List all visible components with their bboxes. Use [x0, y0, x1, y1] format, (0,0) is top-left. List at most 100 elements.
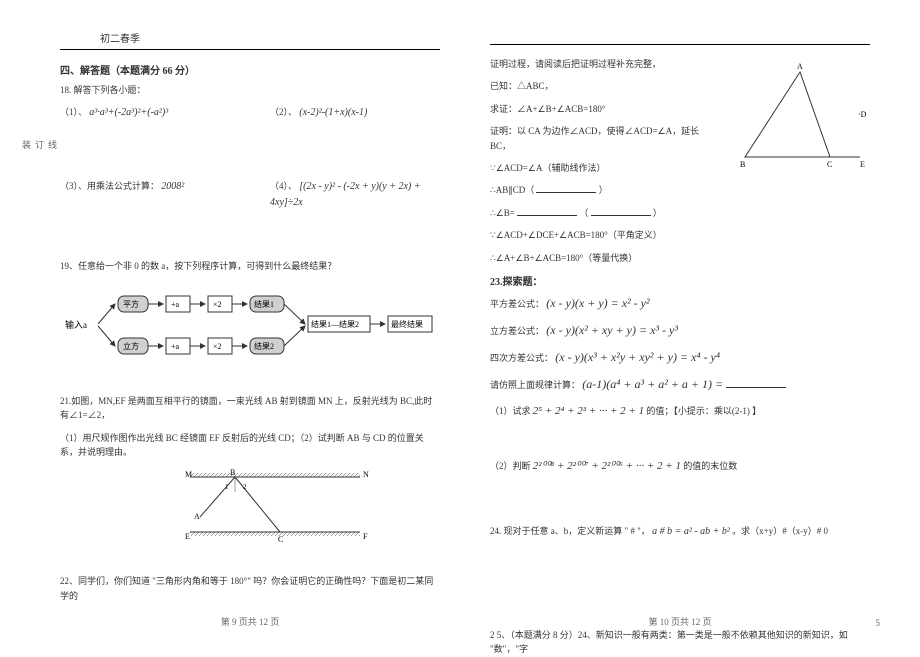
q18-intro: 18. 解答下列各小题：	[60, 83, 440, 97]
q23-sub2-b: 的值的末位数	[683, 461, 737, 471]
q18-1-expr: a³·a³+(-2a³)²+(-a²)³	[89, 107, 168, 118]
mirror-B: B	[230, 468, 235, 477]
proof-p6: ∴∠A+∠B+∠ACB=180°（等量代换）	[490, 251, 720, 265]
q19: 19、任意给一个非 0 的数 a，按下列程序计算，可得到什么最终结果？	[60, 259, 440, 273]
flow-diagram: 输入a 平方 +a ×2 结果1 立方 +a ×2	[60, 284, 440, 364]
proof-p3: ∴AB∥CD（ ）	[490, 183, 720, 197]
q24-b: 。求（x+y）#（x-y）# 0	[732, 526, 828, 536]
q23-follow-a: 请仿照上面规律计算：	[490, 380, 580, 390]
q23-l1-label: 平方差公式：	[490, 299, 544, 309]
tri-A: A	[797, 62, 803, 71]
q23-l1: 平方差公式： (x - y)(x + y) = x² - y²	[490, 294, 870, 313]
q23-l2-expr: (x - y)(x² + xy + y) = x³ - y³	[546, 323, 678, 337]
mirror-svg: M N E F A B C 1 2	[180, 467, 380, 547]
q21-b: （1）用尺规作图作出光线 BC 经镜面 EF 反射后的光线 CD；（2）试判断 …	[60, 431, 440, 460]
q18-1: （1）、 a³·a³+(-2a³)²+(-a²)³	[60, 105, 230, 121]
q23-follow-expr: (a-1)(a⁴ + a³ + a² + a + 1) =	[582, 377, 726, 391]
flow-final: 最终结果	[391, 319, 423, 329]
flow-plusa-1: +a	[171, 300, 180, 309]
q18-4: （4）、 [(2x - y)² - (-2x + y)(y + 2x) + 4x…	[270, 179, 440, 211]
proof-intro: 证明过程，请阅读后把证明过程补充完整，	[490, 57, 720, 71]
tri-E: E	[860, 160, 865, 169]
proof-blank-2	[517, 206, 577, 216]
page-number-left: 第 9 页共 12 页	[221, 615, 280, 628]
proof-p1: 证明：以 CA 为边作∠ACD，使得∠ACD=∠A，延长 BC，	[490, 124, 720, 153]
mirror-E: E	[185, 532, 190, 541]
section-title: 四、解答题（本题满分 66 分）	[60, 62, 440, 77]
q23-sub2-expr: 2²⁰⁰⁸ + 2²⁰⁰⁷ + 2²⁰⁰⁶ + ··· + 2 + 1	[533, 460, 681, 472]
proof-p4: ∴∠B= （ ）	[490, 206, 720, 220]
mirror-diagram: M N E F A B C 1 2	[180, 467, 440, 549]
triangle-diagram: A B C ·D E	[730, 57, 870, 273]
q21-a: 21.如图，MN,EF 是两面互相平行的镜面，一束光线 AB 射到镜面 MN 上…	[60, 394, 440, 423]
flow-svg: 输入a 平方 +a ×2 结果1 立方 +a ×2	[60, 284, 440, 364]
q23-l2: 立方差公式： (x - y)(x² + xy + y) = x³ - y³	[490, 321, 870, 340]
proof-p3b: ）	[599, 185, 608, 195]
q23-l2-label: 立方差公式：	[490, 326, 544, 336]
mirror-a2: 2	[243, 483, 247, 491]
proof-given: 已知：△ABC，	[490, 79, 720, 93]
flow-result1: 结果1	[254, 299, 274, 309]
mirror-a1: 1	[225, 483, 229, 491]
q23-follow-blank	[726, 378, 786, 388]
q18-row1: （1）、 a³·a³+(-2a³)²+(-a²)³ （2）、 (x-2)²-(1…	[60, 105, 440, 121]
q18-2: （2）、 (x-2)²-(1+x)(x-1)	[270, 105, 440, 121]
header-rule-right	[490, 44, 870, 45]
q18-row2: （3）、用乘法公式计算： 2008² （4）、 [(2x - y)² - (-2…	[60, 179, 440, 211]
flow-input: 输入a	[65, 319, 87, 330]
proof-p4b: （	[579, 208, 588, 218]
proof-p2: ∵∠ACD=∠A（辅助线作法）	[490, 161, 720, 175]
q23-l3: 四次方差公式： (x - y)(x³ + x²y + xy² + y) = x⁴…	[490, 348, 870, 367]
q23-sub1-expr: 2⁵ + 2⁴ + 2³ + ··· + 2 + 1	[533, 405, 644, 417]
q23-sub2: （2）判断 2²⁰⁰⁸ + 2²⁰⁰⁷ + 2²⁰⁰⁶ + ··· + 2 + …	[490, 458, 870, 476]
proof-p5: ∵∠ACD+∠DCE+∠ACB=180°（平角定义）	[490, 228, 720, 242]
q24: 24. 现对于任意 a、b，定义新运算 " # "， a # b = a² - …	[490, 524, 870, 540]
proof-blank-1	[536, 183, 596, 193]
flow-times2-1: ×2	[213, 300, 222, 309]
q22: 22、同学们，你们知道 "三角形内角和等于 180°" 吗？你会证明它的正确性吗…	[60, 574, 440, 603]
q25: 2 5、（本题满分 8 分）24、新知识一般有两类：第一类是一般不依赖其他知识的…	[490, 628, 870, 657]
q18-3: （3）、用乘法公式计算： 2008²	[60, 179, 230, 211]
q23-l3-label: 四次方差公式：	[490, 353, 553, 363]
tri-D: ·D	[858, 110, 867, 119]
page-right: 证明过程，请阅读后把证明过程补充完整， 已知：△ABC， 求证：∠A+∠B+∠A…	[470, 0, 890, 638]
q18-1-label: （1）、	[60, 107, 87, 117]
mirror-F: F	[363, 532, 368, 541]
q18-3-label: （3）、用乘法公式计算：	[60, 181, 159, 191]
proof-p4c: ）	[653, 208, 662, 218]
header-title: 初二春季	[100, 30, 440, 45]
mirror-C: C	[278, 535, 283, 544]
q23-sub1-a: （1）试求	[490, 406, 531, 416]
q23-follow: 请仿照上面规律计算： (a-1)(a⁴ + a³ + a² + a + 1) =	[490, 375, 870, 394]
flow-sub: 结果1—结果2	[311, 319, 359, 329]
q23-sub2-a: （2）判断	[490, 461, 531, 471]
flow-times2-2: ×2	[213, 342, 222, 351]
q23-sub1: （1）试求 2⁵ + 2⁴ + 2³ + ··· + 2 + 1 的值；【小提示…	[490, 403, 870, 421]
binding-mark-3: 装	[20, 140, 33, 149]
q18-2-expr: (x-2)²-(1+x)(x-1)	[299, 107, 367, 118]
proof-prove: 求证：∠A+∠B+∠ACB=180°	[490, 102, 720, 116]
page-number-right: 第 10 页共 12 页	[648, 615, 711, 628]
flow-plusa-2: +a	[171, 342, 180, 351]
q18-3-expr: 2008²	[161, 181, 184, 192]
flow-square: 平方	[123, 299, 139, 309]
q24-expr: a # b = a² - ab + b²	[652, 526, 730, 537]
tri-C: C	[827, 160, 832, 169]
mirror-A: A	[194, 512, 200, 521]
tri-B: B	[740, 160, 745, 169]
flow-result2: 结果2	[254, 341, 274, 351]
corner-number: 5	[876, 618, 881, 628]
flow-cube: 立方	[123, 341, 139, 351]
proof-blank-3	[591, 206, 651, 216]
mirror-M: M	[185, 470, 192, 479]
q23-l1-expr: (x - y)(x + y) = x² - y²	[546, 296, 649, 310]
q18-2-label: （2）、	[270, 107, 297, 117]
mirror-N: N	[363, 470, 369, 479]
q23-l3-expr: (x - y)(x³ + x²y + xy² + y) = x⁴ - y⁴	[555, 350, 720, 364]
proof-p3a: ∴AB∥CD（	[490, 185, 534, 195]
page-left: 初二春季 四、解答题（本题满分 66 分） 18. 解答下列各小题： （1）、 …	[40, 0, 460, 638]
proof-p4a: ∴∠B=	[490, 208, 515, 218]
q24-a: 24. 现对于任意 a、b，定义新运算 " # "，	[490, 526, 650, 536]
q23-title: 23.探索题：	[490, 273, 870, 288]
header-rule	[60, 49, 440, 50]
